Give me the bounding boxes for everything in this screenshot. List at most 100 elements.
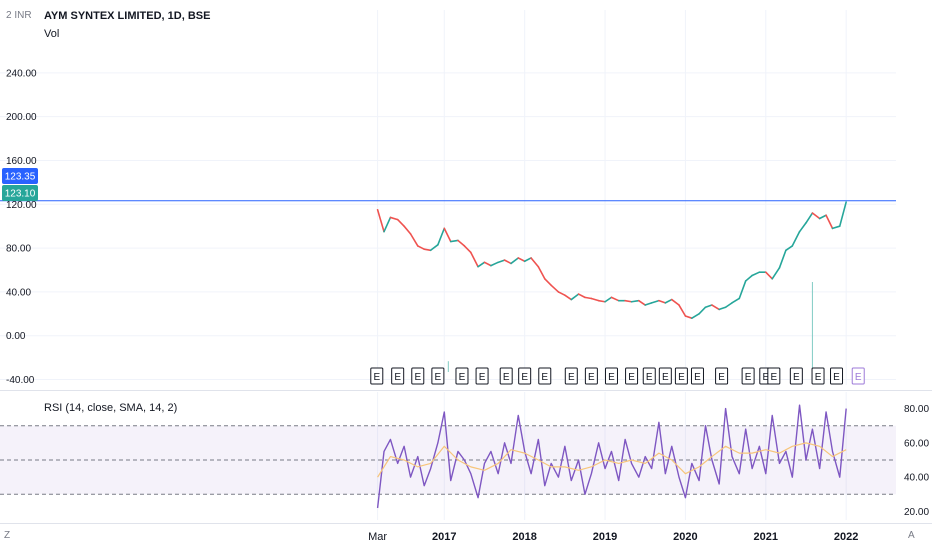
price-segment [638, 299, 647, 306]
earnings-event-marker[interactable]: E [431, 367, 445, 385]
price-segment [389, 216, 399, 221]
price-segment [409, 233, 419, 247]
volume-legend[interactable]: Vol [44, 28, 60, 40]
price-segment [644, 302, 653, 306]
earnings-event-label: E [694, 372, 701, 383]
earnings-event-marker[interactable]: E [811, 367, 825, 385]
price-tick-label: 0.00 [6, 331, 26, 342]
earnings-event-box [830, 367, 844, 385]
price-badge-label: 123.35 [5, 172, 36, 183]
price-segment [510, 257, 520, 265]
price-tick-label: 120.00 [6, 200, 37, 211]
earnings-event-marker[interactable]: E [830, 367, 844, 385]
pane-divider[interactable] [0, 390, 932, 391]
earnings-event-label: E [855, 372, 862, 383]
price-axis[interactable]: 240.00 200.00 160.00 120.00 80.00 40.00 0.00 -4… [6, 68, 37, 386]
earnings-event-marker[interactable]: E [642, 367, 656, 385]
earnings-event-marker[interactable]: E [411, 367, 425, 385]
earnings-event-marker[interactable]: E [370, 367, 384, 385]
earnings-event-marker[interactable]: E [604, 367, 618, 385]
price-segment [838, 201, 847, 227]
rsi-axis[interactable]: 80.00 60.00 40.00 20.00 [904, 404, 929, 518]
earnings-event-marker[interactable]: E [690, 367, 704, 385]
price-segment [670, 298, 680, 306]
price-segment [564, 294, 573, 301]
earnings-event-box [811, 367, 825, 385]
price-segment [805, 212, 814, 224]
price-badge-label: 123.10 [5, 189, 36, 200]
price-badge [2, 185, 38, 201]
price-badge [2, 168, 38, 184]
price-segment [457, 239, 466, 247]
earnings-event-marker[interactable]: E [538, 367, 552, 385]
zoom-button[interactable]: Z [4, 530, 11, 541]
earnings-event-label: E [762, 372, 769, 383]
price-segment [798, 222, 807, 233]
price-segment [718, 306, 727, 311]
rsi-grid [0, 425, 896, 495]
price-segment [744, 274, 753, 282]
price-segment [831, 225, 841, 230]
earnings-event-marker[interactable]: E [715, 367, 729, 385]
earnings-event-box [564, 367, 578, 385]
price-segment [811, 212, 821, 220]
earnings-event-marker[interactable]: E [658, 367, 672, 385]
earnings-event-marker[interactable]: E [518, 367, 532, 385]
price-segment [630, 299, 640, 303]
earnings-event-marker[interactable]: E [851, 367, 865, 385]
earnings-event-marker[interactable]: E [475, 367, 489, 385]
price-segment [497, 259, 506, 264]
price-segment [429, 244, 439, 252]
price-segment [463, 245, 472, 254]
earnings-event-label: E [646, 372, 653, 383]
price-segment [704, 304, 713, 309]
rsi-legend-title[interactable]: RSI (14, close, SMA, 14, 2) [44, 402, 178, 414]
earnings-event-box [625, 367, 639, 385]
earnings-event-box [431, 367, 445, 385]
earnings-event-box [715, 367, 729, 385]
earnings-event-box [518, 367, 532, 385]
earnings-event-label: E [541, 372, 548, 383]
earnings-event-marker[interactable]: E [674, 367, 688, 385]
price-segment [477, 261, 486, 268]
earnings-event-marker[interactable]: E [789, 367, 803, 385]
price-segment [597, 299, 606, 303]
earnings-event-marker[interactable]: E [455, 367, 469, 385]
earnings-event-marker[interactable]: E [767, 367, 781, 385]
price-segment [423, 248, 432, 252]
earnings-event-box [391, 367, 405, 385]
price-segment [550, 284, 560, 293]
auto-scale-button[interactable]: A [908, 530, 915, 541]
time-tick-label: 2021 [754, 531, 778, 543]
price-segment [664, 298, 673, 304]
symbol-legend-title[interactable]: AYM SYNTEX LIMITED, 1D, BSE [44, 10, 211, 22]
price-segment [530, 257, 540, 268]
earnings-event-label: E [373, 372, 380, 383]
time-axis[interactable]: Mar 2017 2018 2019 2020 2021 2022 [368, 531, 858, 543]
earnings-event-box [538, 367, 552, 385]
earnings-event-marker[interactable]: E [499, 367, 513, 385]
price-segment [604, 296, 613, 303]
price-segment [483, 261, 492, 267]
time-tick-label: 2022 [834, 531, 858, 543]
earnings-event-label: E [608, 372, 615, 383]
price-segment [584, 296, 593, 300]
price-tick-label: -40.00 [6, 375, 35, 386]
price-segment [825, 214, 834, 230]
price-tick-label: 80.00 [6, 244, 31, 255]
earnings-event-marker[interactable]: E [625, 367, 639, 385]
price-tick-label: 200.00 [6, 112, 37, 123]
price-segment [658, 299, 667, 304]
earnings-event-marker[interactable]: E [741, 367, 755, 385]
rsi-tick-label: 40.00 [904, 473, 929, 484]
earnings-event-marker[interactable]: E [564, 367, 578, 385]
price-segment [731, 297, 741, 304]
earnings-event-marker[interactable]: E [391, 367, 405, 385]
currency-label[interactable]: 2 INR [6, 10, 32, 21]
rsi-tick-label: 20.00 [904, 507, 929, 518]
earnings-event-marker[interactable]: E [584, 367, 598, 385]
earnings-event-label: E [678, 372, 685, 383]
price-segment [791, 230, 801, 247]
